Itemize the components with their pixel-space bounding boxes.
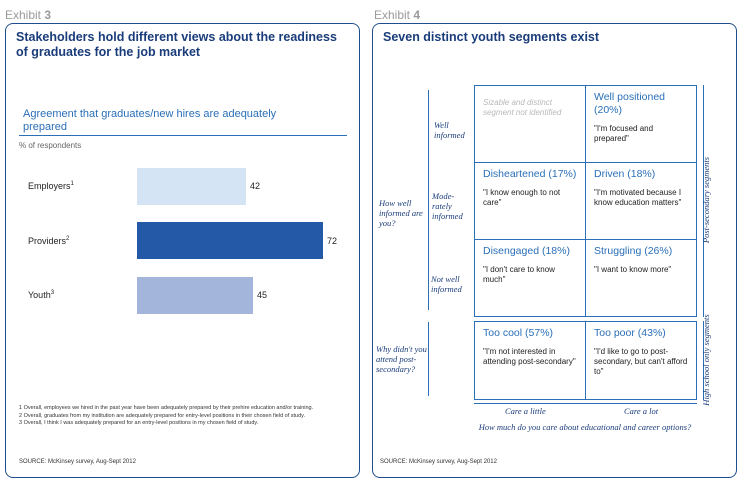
cell-disengaged: Disengaged (18%) "I don't care to know m… [474,239,586,317]
cell-driven: Driven (18%) "I'm motivated because I kn… [585,162,697,240]
segment-quote: "I'm focused and prepared" [594,124,654,143]
segment-quote: "I don't care to know much" [483,265,555,284]
segment-name: Struggling (26%) [594,245,673,257]
high-school-label: High school only segments [701,314,711,406]
segment-name: Too poor (43%) [594,327,666,339]
segment-quote: "I know enough to not care" [483,188,561,207]
hs-question: Why didn't you attend post-secondary? [376,344,427,374]
exhibit3-title: Stakeholders hold different views about … [16,30,337,59]
cell-struggling: Struggling (26%) "I want to know more" [585,239,697,317]
x-axis-brace [474,403,697,404]
chart-units-label: % of respondents [19,141,82,150]
segment-name: Disheartened (17%) [483,168,577,180]
segment-quote: "I want to know more" [594,265,672,274]
post-secondary-brace [703,85,704,317]
cell-empty: Sizable and distinct segment not identif… [474,85,586,163]
footnote-1: 1 Overall, employees we hired in the pas… [19,405,314,411]
cell-well-positioned: Well positioned (20%) "I'm focused and p… [585,85,697,163]
segment-quote: "I'd like to go to post-secondary, but c… [594,347,688,376]
bar-label-providers: Providers2 [28,236,70,246]
bar-value-providers: 72 [327,236,338,246]
bar-employers [137,168,246,205]
bar-label-youth: Youth3 [28,290,55,300]
bar-youth [137,277,253,314]
cell-too-poor: Too poor (43%) "I'd like to go to post-s… [585,321,697,400]
segment-name: Well positioned (20%) [594,91,666,116]
col-label-care-lot: Care a lot [624,406,659,416]
exhibit4-label: Exhibit 4 [374,8,421,22]
footnote-3: 3 Overall, I think I was adequately prep… [19,420,259,426]
empty-cell-note: Sizable and distinct segment not identif… [483,98,562,117]
y-axis-question: How well informed are you? [379,198,423,228]
segment-name: Driven (18%) [594,168,656,180]
segment-name: Too cool (57%) [483,327,554,339]
exhibit4-source: SOURCE: McKinsey survey, Aug-Sept 2012 [380,459,497,465]
y-axis-brace [428,90,429,310]
footnote-2: 2 Overall, graduates from my institution… [19,412,306,419]
exhibit4-title: Seven distinct youth segments exist [383,30,600,44]
segment-quote: "I'm motivated because I know education … [594,188,682,207]
bar-providers [137,222,323,259]
cell-disheartened: Disheartened (17%) "I know enough to not… [474,162,586,240]
bar-value-youth: 45 [257,290,268,300]
col-label-care-little: Care a little [505,406,546,416]
chart-title: Agreement that graduates/new hires are a… [23,108,277,133]
segment-name: Disengaged (18%) [483,245,570,257]
exhibit3-footnotes: 1 Overall, employees we hired in the pas… [19,405,349,428]
row-label-moderately-informed: Mode-rately informed [432,191,463,221]
high-school-brace [703,321,704,400]
bar-label-employers: Employers1 [28,181,74,191]
row-label-well-informed: Well informed [434,120,465,140]
post-secondary-label: Post-secondary segments [701,156,711,244]
bar-value-employers: 42 [250,181,261,191]
hs-brace [428,322,429,396]
row-label-not-well-informed: Not well informed [431,274,462,294]
exhibit3-source: SOURCE: McKinsey survey, Aug-Sept 2012 [19,459,136,465]
x-axis-question: How much do you care about educational a… [478,422,692,432]
cell-too-cool: Too cool (57%) "I'm not interested in at… [474,321,586,400]
chart-title-rule [19,135,347,136]
exhibit3-label: Exhibit 3 [5,8,52,22]
segment-quote: "I'm not interested in attending post-se… [483,347,576,366]
